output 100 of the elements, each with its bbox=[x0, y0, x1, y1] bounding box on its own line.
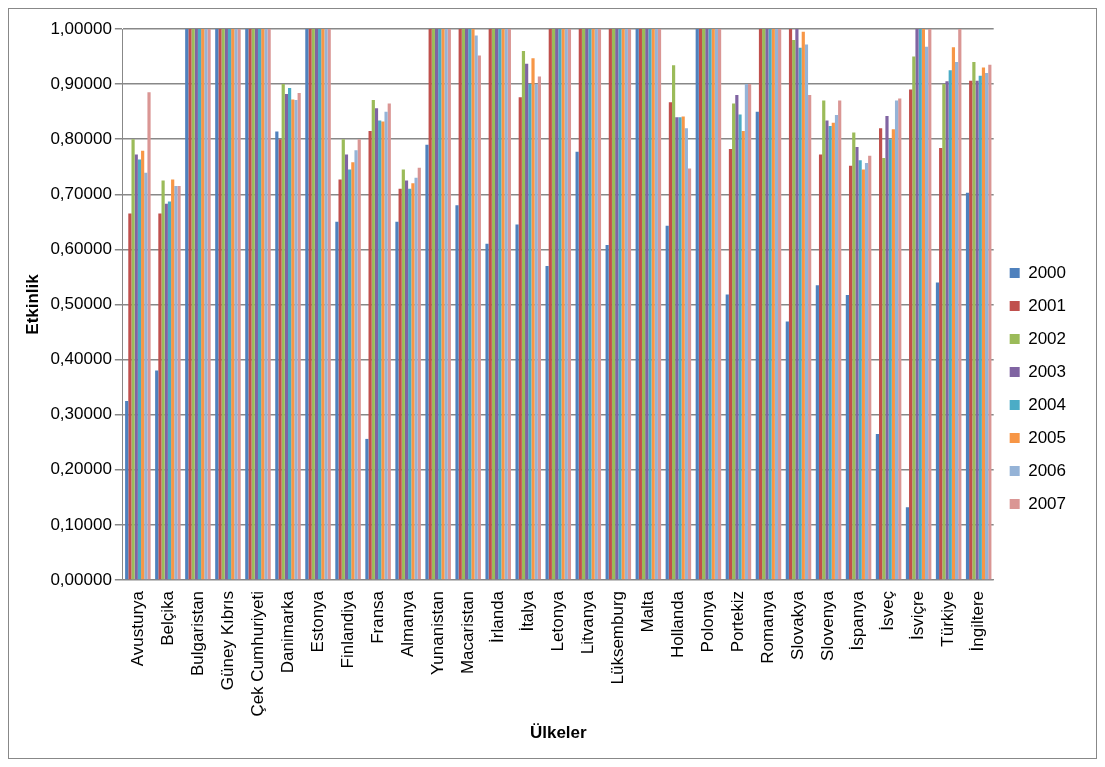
x-tick-label: Romanya bbox=[758, 590, 778, 664]
bar bbox=[477, 55, 481, 580]
y-tick-label: 0,90000 bbox=[50, 73, 112, 93]
bar bbox=[935, 282, 940, 580]
bar bbox=[838, 100, 842, 580]
bar bbox=[131, 139, 135, 580]
bar bbox=[341, 139, 345, 580]
bar bbox=[728, 149, 733, 580]
legend-label: 2000 bbox=[1028, 262, 1067, 282]
x-tick-label: Estonya bbox=[307, 590, 327, 653]
y-tick-label: 0,40000 bbox=[50, 349, 112, 369]
bar bbox=[164, 203, 168, 580]
x-tick-label: Finlandiya bbox=[337, 590, 357, 669]
bar bbox=[958, 29, 962, 580]
bar bbox=[485, 243, 489, 580]
x-tick-label: Macaristan bbox=[457, 590, 477, 675]
bar bbox=[657, 29, 662, 580]
bar bbox=[297, 92, 301, 580]
bar bbox=[717, 29, 722, 580]
legend-label: 2002 bbox=[1028, 328, 1067, 348]
x-tick-label: İspanya bbox=[848, 590, 868, 651]
bar bbox=[411, 183, 415, 580]
x-tick-label: Güney Kıbrıs bbox=[217, 590, 237, 691]
bar bbox=[531, 58, 535, 580]
bar bbox=[158, 213, 162, 580]
bar bbox=[972, 62, 976, 580]
x-tick-label: İngiltere bbox=[968, 590, 988, 652]
legend-label: 2005 bbox=[1028, 427, 1067, 447]
bar bbox=[354, 150, 358, 580]
bar bbox=[951, 47, 956, 580]
bar bbox=[852, 132, 856, 580]
bar bbox=[528, 84, 532, 580]
y-tick-label: 0,60000 bbox=[50, 239, 112, 259]
x-tick-label: Çek Cumhuriyeti bbox=[247, 590, 267, 717]
bar bbox=[698, 29, 703, 580]
bar bbox=[351, 162, 355, 580]
bar bbox=[545, 265, 549, 580]
bar bbox=[981, 67, 986, 580]
bar bbox=[879, 128, 883, 580]
bar bbox=[167, 201, 172, 580]
bar bbox=[741, 130, 745, 580]
bar bbox=[969, 80, 973, 580]
bar bbox=[141, 150, 145, 580]
bar bbox=[627, 29, 632, 580]
bar bbox=[672, 65, 676, 580]
x-tick-label: Malta bbox=[638, 590, 658, 633]
bar bbox=[939, 148, 943, 580]
bar bbox=[748, 84, 752, 580]
bar bbox=[128, 213, 132, 580]
x-tick-label: İtalya bbox=[517, 590, 537, 632]
bar bbox=[401, 169, 405, 580]
bar bbox=[725, 294, 729, 580]
bar bbox=[434, 29, 439, 580]
bar bbox=[758, 29, 763, 580]
x-tick-label: Fransa bbox=[367, 590, 387, 644]
bar bbox=[798, 47, 802, 580]
bar bbox=[275, 131, 279, 580]
bar bbox=[611, 29, 616, 580]
bar bbox=[581, 29, 586, 580]
bar bbox=[695, 29, 699, 580]
bar bbox=[417, 167, 421, 580]
bar bbox=[227, 29, 232, 580]
bar bbox=[834, 114, 839, 580]
bar bbox=[818, 154, 823, 580]
bar bbox=[521, 51, 526, 580]
y-axis-title: Etkinlik bbox=[22, 273, 42, 335]
bar bbox=[755, 111, 759, 580]
bar bbox=[774, 29, 779, 580]
y-tick-label: 0,00000 bbox=[50, 569, 112, 589]
x-tick-label: Belçika bbox=[157, 590, 177, 646]
bar bbox=[735, 95, 739, 580]
bar bbox=[882, 157, 886, 580]
bar bbox=[808, 95, 812, 580]
x-tick-label: Letonya bbox=[547, 590, 567, 652]
bar bbox=[348, 169, 352, 580]
bar bbox=[785, 321, 789, 580]
bar bbox=[975, 80, 979, 580]
bar bbox=[684, 128, 688, 580]
bar bbox=[894, 100, 899, 580]
bar bbox=[278, 139, 282, 580]
bar bbox=[955, 62, 959, 580]
x-tick-label: Türkiye bbox=[938, 590, 958, 647]
bar bbox=[888, 139, 892, 580]
bar bbox=[687, 168, 692, 580]
bar bbox=[314, 29, 319, 580]
bar bbox=[605, 244, 609, 580]
bar bbox=[575, 151, 579, 580]
bar bbox=[338, 179, 342, 580]
bar bbox=[801, 31, 805, 580]
bar bbox=[738, 114, 742, 580]
bar bbox=[371, 100, 375, 580]
bar bbox=[404, 180, 409, 580]
x-tick-label: İrlanda bbox=[487, 590, 507, 643]
bar bbox=[665, 225, 669, 580]
bar bbox=[525, 63, 529, 580]
bar bbox=[668, 102, 672, 580]
bar bbox=[567, 29, 572, 580]
bar bbox=[744, 84, 749, 580]
x-tick-label: Danimarka bbox=[277, 590, 297, 674]
bar bbox=[398, 188, 402, 580]
